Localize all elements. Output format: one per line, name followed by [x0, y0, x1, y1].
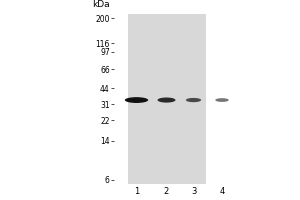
Text: kDa: kDa [92, 0, 110, 9]
Ellipse shape [158, 98, 175, 103]
Ellipse shape [125, 97, 148, 103]
Ellipse shape [186, 98, 201, 102]
Ellipse shape [215, 98, 229, 102]
